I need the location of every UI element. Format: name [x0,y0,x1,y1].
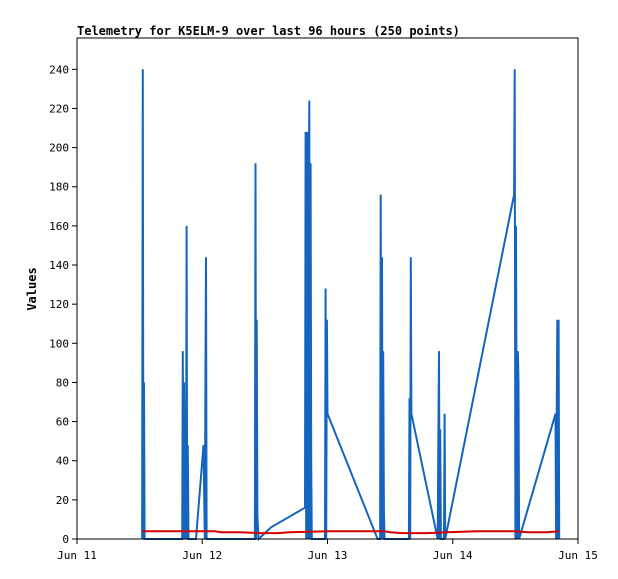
x-axis: Jun 11 Jun 12 Jun 13 Jun 14 Jun 15 [57,539,598,562]
y-tick-label: 20 [56,494,69,507]
series-layer [141,69,561,542]
plot-frame [76,37,579,540]
series-line-0 [141,69,561,542]
y-axis: 0 20 40 60 80 100 120 140 160 180 200 220 240 [49,63,77,546]
x-tick-label: Jun 12 [182,549,222,562]
y-tick-label: 240 [49,63,69,76]
y-tick-label: 180 [49,181,69,194]
y-tick-label: 0 [62,533,69,546]
y-tick-label: 40 [56,455,69,468]
y-tick-label: 120 [49,298,69,311]
chart-title: Telemetry for K5ELM-9 over last 96 hours… [77,24,460,38]
x-tick-label: Jun 11 [57,549,97,562]
y-tick-label: 200 [49,142,69,155]
x-tick-label: Jun 15 [558,549,598,562]
x-tick-label: Jun 13 [308,549,348,562]
x-tick-label: Jun 14 [433,549,473,562]
y-tick-label: 60 [56,416,69,429]
series-line-1 [142,530,560,535]
y-tick-label: 160 [49,220,69,233]
y-tick-label: 220 [49,102,69,115]
y-tick-label: 80 [56,376,69,389]
y-tick-label: 100 [49,337,69,350]
y-tick-label: 140 [49,259,69,272]
y-axis-label: Values [25,267,39,310]
